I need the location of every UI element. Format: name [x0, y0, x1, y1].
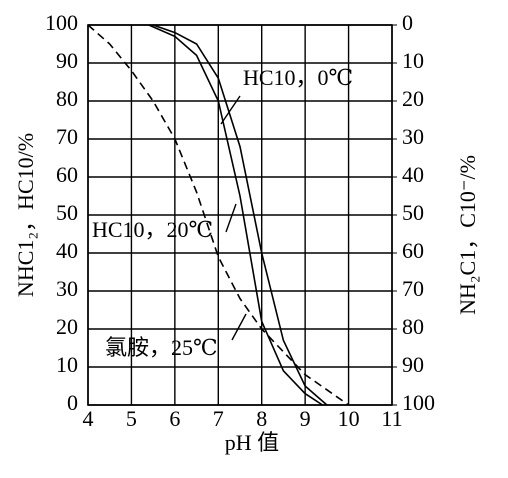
series-label: HC10，20℃ — [92, 217, 213, 242]
y-tick-label: 90 — [56, 48, 78, 73]
leader-line — [231, 313, 247, 341]
x-tick-label: 4 — [83, 406, 94, 431]
y2-axis-label: NH₂C1，C10⁻/% — [455, 155, 480, 315]
y-tick-label: 20 — [56, 314, 78, 339]
y2-tick-label: 0 — [402, 10, 413, 35]
y2-tick-label: 70 — [402, 276, 424, 301]
y2-tick-label: 10 — [402, 48, 424, 73]
y2-tick-label: 100 — [402, 390, 435, 415]
series-line — [87, 24, 350, 406]
y2-tick-label: 50 — [402, 200, 424, 225]
x-axis-label: pH 值 — [225, 430, 279, 455]
y-tick-label: 70 — [56, 124, 78, 149]
y-tick-label: 80 — [56, 86, 78, 111]
series-label: HC10，0℃ — [243, 65, 353, 90]
series-label: 氯胺，25℃ — [105, 335, 218, 360]
series-line — [148, 24, 323, 406]
leader-line — [220, 95, 241, 125]
x-tick-label: 8 — [256, 406, 267, 431]
x-tick-label: 5 — [126, 406, 137, 431]
series-line — [152, 24, 328, 406]
y-axis-label: NHC1₂，HC10/% — [13, 133, 38, 297]
y2-tick-label: 40 — [402, 162, 424, 187]
y2-tick-label: 20 — [402, 86, 424, 111]
x-tick-label: 7 — [213, 406, 224, 431]
leader-line — [225, 203, 237, 233]
y-tick-label: 10 — [56, 352, 78, 377]
y-tick-label: 40 — [56, 238, 78, 263]
x-tick-label: 9 — [300, 406, 311, 431]
y-tick-label: 50 — [56, 200, 78, 225]
y-tick-label: 60 — [56, 162, 78, 187]
y2-tick-label: 80 — [402, 314, 424, 339]
y2-tick-label: 30 — [402, 124, 424, 149]
y2-tick-label: 90 — [402, 352, 424, 377]
x-tick-label: 6 — [169, 406, 180, 431]
y-tick-label: 30 — [56, 276, 78, 301]
x-tick-label: 10 — [338, 406, 360, 431]
y2-tick-label: 60 — [402, 238, 424, 263]
y-tick-label: 100 — [45, 10, 78, 35]
y-tick-label: 0 — [67, 390, 78, 415]
x-tick-label: 11 — [381, 406, 402, 431]
